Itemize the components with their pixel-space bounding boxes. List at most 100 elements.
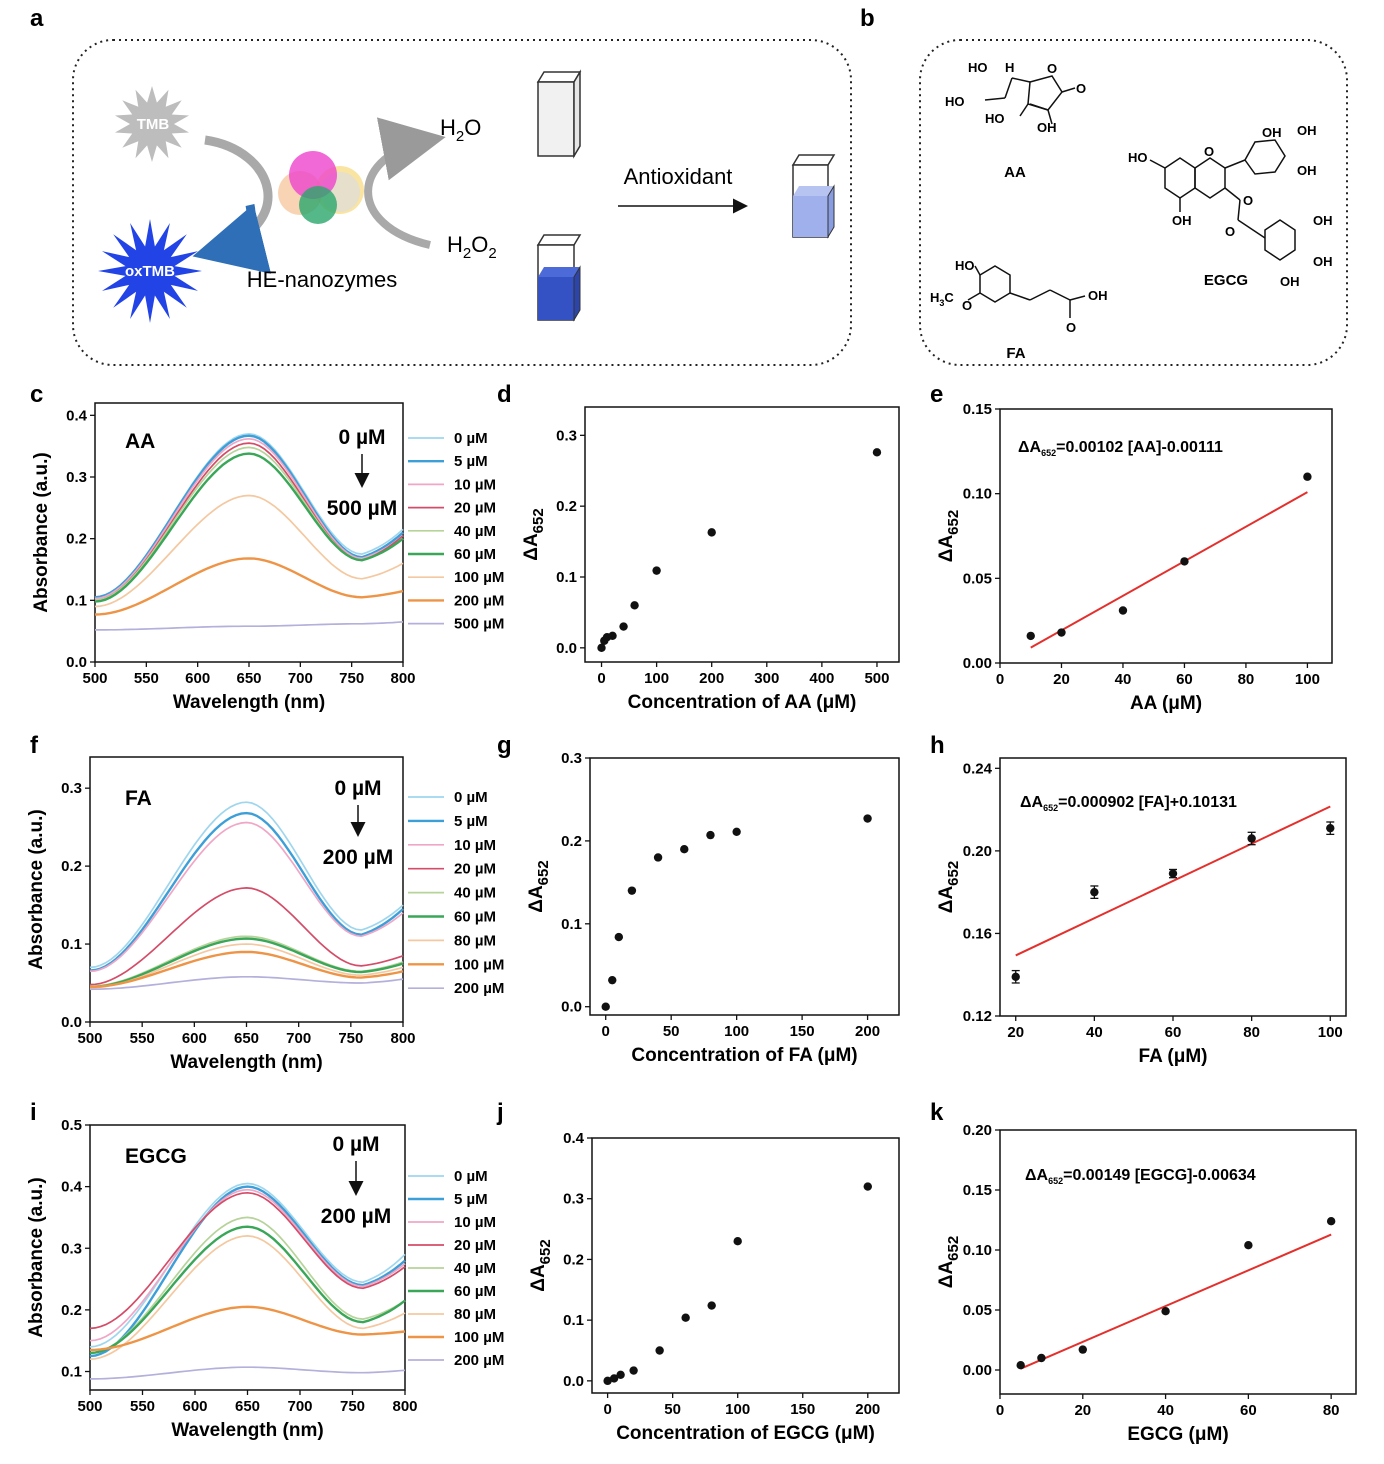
panel-a: a TMB oxTMB HE-nanozymes H2O H2O2 <box>30 5 852 366</box>
chart-f: f 500 550 600 650 700 750 800 0.0 0.1 0.2 0.3 Wavele… <box>26 732 504 1073</box>
chart-h: h 20 40 60 80 100 0.12 0.16 0.20 0.24 FA (μM) ΔA652… <box>930 732 1347 1067</box>
y-tick-label: 0.3 <box>61 1240 82 1257</box>
x-tick-label: 500 <box>77 1398 102 1415</box>
data-point <box>616 1370 625 1379</box>
nanozyme-circles-icon <box>278 151 364 224</box>
legend-entry: 200 µM <box>454 592 504 609</box>
egcg-atom-o1: O <box>1204 144 1214 159</box>
aa-structure-icon <box>984 75 1076 125</box>
chart-e: e 0 20 40 60 80 100 0.00 0.05 0.10 0.15 AA (μM) ΔA65… <box>930 381 1333 714</box>
y-axis-label: Absorbance (a.u.) <box>26 1177 47 1337</box>
y-tick-label: 0.2 <box>61 858 82 875</box>
y-tick-label: 0.00 <box>963 655 992 672</box>
fit-equation: ΔA652=0.00102 [AA]-0.00111 <box>1018 439 1223 458</box>
chart-i: i 500 550 600 650 700 750 800 0.1 0.2 0.3 0.4 0.5 Wav… <box>26 1099 504 1441</box>
range-bottom-label: 200 µM <box>323 846 393 869</box>
x-tick-label: 100 <box>724 1023 749 1040</box>
range-bottom-label: 200 µM <box>321 1205 391 1228</box>
data-point <box>1078 1345 1087 1354</box>
x-axis-label: Concentration of AA (μM) <box>628 692 857 713</box>
legend-entry: 80 µM <box>454 932 496 949</box>
compound-fa-label: FA <box>1006 345 1025 362</box>
y-tick-label: 0.20 <box>963 843 992 860</box>
plot-frame <box>591 1137 900 1394</box>
panel-label-a: a <box>30 5 44 32</box>
y-axis-label: Absorbance (a.u.) <box>31 452 52 612</box>
x-tick-label: 60 <box>1176 671 1193 688</box>
antioxidant-label: Antioxidant <box>624 164 733 189</box>
x-tick-label: 700 <box>287 1398 312 1415</box>
x-tick-label: 100 <box>725 1401 750 1418</box>
data-point <box>603 1376 612 1386</box>
x-tick-label: 20 <box>1007 1024 1024 1041</box>
x-tick-label: 200 <box>855 1023 880 1040</box>
y-tick-label: 0.2 <box>563 1251 584 1268</box>
y-tick-label: 0.2 <box>66 531 87 548</box>
x-axis-label: Wavelength (nm) <box>170 1052 322 1073</box>
legend-entry: 60 µM <box>454 909 496 926</box>
x-axis-label: Concentration of FA (μM) <box>631 1045 857 1066</box>
x-tick-label: 50 <box>663 1023 680 1040</box>
legend-entry: 5 µM <box>454 813 488 830</box>
series-line-5 <box>94 452 404 603</box>
y-tick-label: 0.4 <box>61 1179 83 1196</box>
y-tick-label: 0.0 <box>556 640 577 657</box>
y-tick-label: 0.05 <box>963 570 992 587</box>
legend-entry: 5 µM <box>454 453 488 470</box>
range-top-label: 0 µM <box>338 426 385 449</box>
data-point <box>680 844 689 854</box>
series-line-4 <box>89 1216 406 1354</box>
fa-atom-h3c: H3C <box>930 290 954 308</box>
egcg-atom-oh1: OH <box>1262 125 1282 140</box>
panel-label-f: f <box>30 732 39 759</box>
panel-label-e: e <box>930 381 943 408</box>
egcg-atom-oh6: OH <box>1313 254 1333 269</box>
x-axis-label: FA (μM) <box>1139 1046 1208 1067</box>
legend-entry: 0 µM <box>454 430 488 447</box>
data-point <box>597 643 606 653</box>
data-point <box>1090 887 1099 897</box>
x-tick-label: 800 <box>392 1398 417 1415</box>
y-tick-label: 0.2 <box>61 1302 82 1319</box>
egcg-atom-oh7: OH <box>1280 274 1300 289</box>
data-point <box>732 827 741 836</box>
y-tick-label: 0.2 <box>561 833 582 850</box>
series-line-6 <box>89 943 404 989</box>
legend-entry: 100 µM <box>454 569 504 586</box>
sample-annotation: EGCG <box>125 1145 187 1168</box>
y-tick-label: 0.1 <box>563 1312 584 1329</box>
oxtmb-burst-icon: oxTMB <box>98 219 202 323</box>
egcg-structure-icon <box>1149 139 1296 261</box>
series-line-7 <box>94 557 404 616</box>
panel-a-frame <box>72 39 852 366</box>
plot-frame <box>584 406 900 663</box>
y-tick-label: 0.1 <box>66 592 87 609</box>
legend-entry: 40 µM <box>454 523 496 540</box>
data-point <box>707 528 716 537</box>
legend-entry: 20 µM <box>454 861 496 878</box>
series-line-0 <box>89 1182 406 1348</box>
x-tick-label: 400 <box>809 670 834 687</box>
y-tick-label: 0.4 <box>66 407 88 424</box>
y-tick-label: 0.5 <box>61 1117 82 1134</box>
legend-entry: 10 µM <box>454 837 496 854</box>
x-tick-label: 300 <box>754 670 779 687</box>
data-point <box>1016 1361 1025 1370</box>
legend-entry: 0 µM <box>454 789 488 806</box>
x-tick-label: 750 <box>339 670 364 687</box>
data-point <box>1326 1217 1336 1226</box>
data-point <box>1161 1307 1170 1316</box>
egcg-atom-o3: O <box>1225 224 1235 239</box>
y-tick-label: 0.24 <box>963 760 993 777</box>
y-axis-label: ΔA652 <box>526 860 552 912</box>
data-point <box>608 631 617 640</box>
x-tick-label: 550 <box>130 1030 155 1047</box>
tmb-burst-icon: TMB <box>115 86 189 162</box>
fa-atom-o1: O <box>962 298 972 313</box>
y-tick-label: 0.00 <box>963 1362 992 1379</box>
range-bottom-label: 500 µM <box>327 497 397 520</box>
x-tick-label: 40 <box>1115 671 1132 688</box>
data-point <box>1244 1241 1253 1250</box>
